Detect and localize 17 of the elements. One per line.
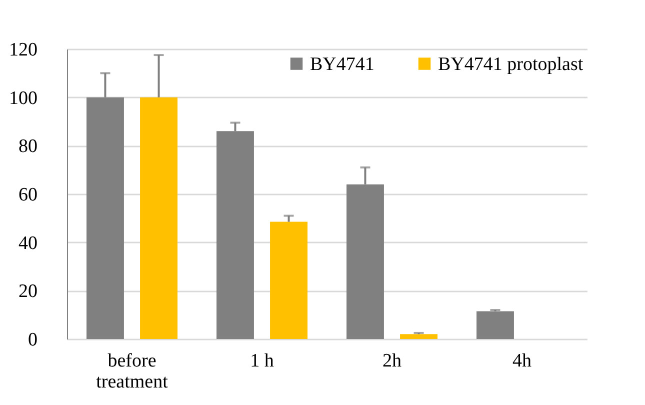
- x-tick-label: before treatment: [96, 350, 169, 392]
- y-tick-label: 100: [9, 88, 38, 109]
- bar: [140, 97, 178, 339]
- y-tick-label: 120: [9, 40, 38, 60]
- x-tick-label: 4h: [512, 350, 532, 372]
- legend-label: BY4741: [310, 54, 374, 75]
- y-tick-label: 40: [18, 232, 38, 254]
- x-tick-label: 1 h: [250, 350, 274, 372]
- y-tick-label: 60: [18, 184, 38, 206]
- y-tick-label: 80: [18, 136, 38, 158]
- bar: [270, 222, 308, 339]
- bar: [400, 334, 438, 339]
- x-tick-label: 2h: [382, 350, 402, 372]
- y-tick-label: 0: [28, 330, 38, 350]
- y-tick-label: 20: [18, 281, 38, 302]
- bar: [476, 311, 514, 339]
- legend-label: BY4741 protoplast: [438, 54, 584, 75]
